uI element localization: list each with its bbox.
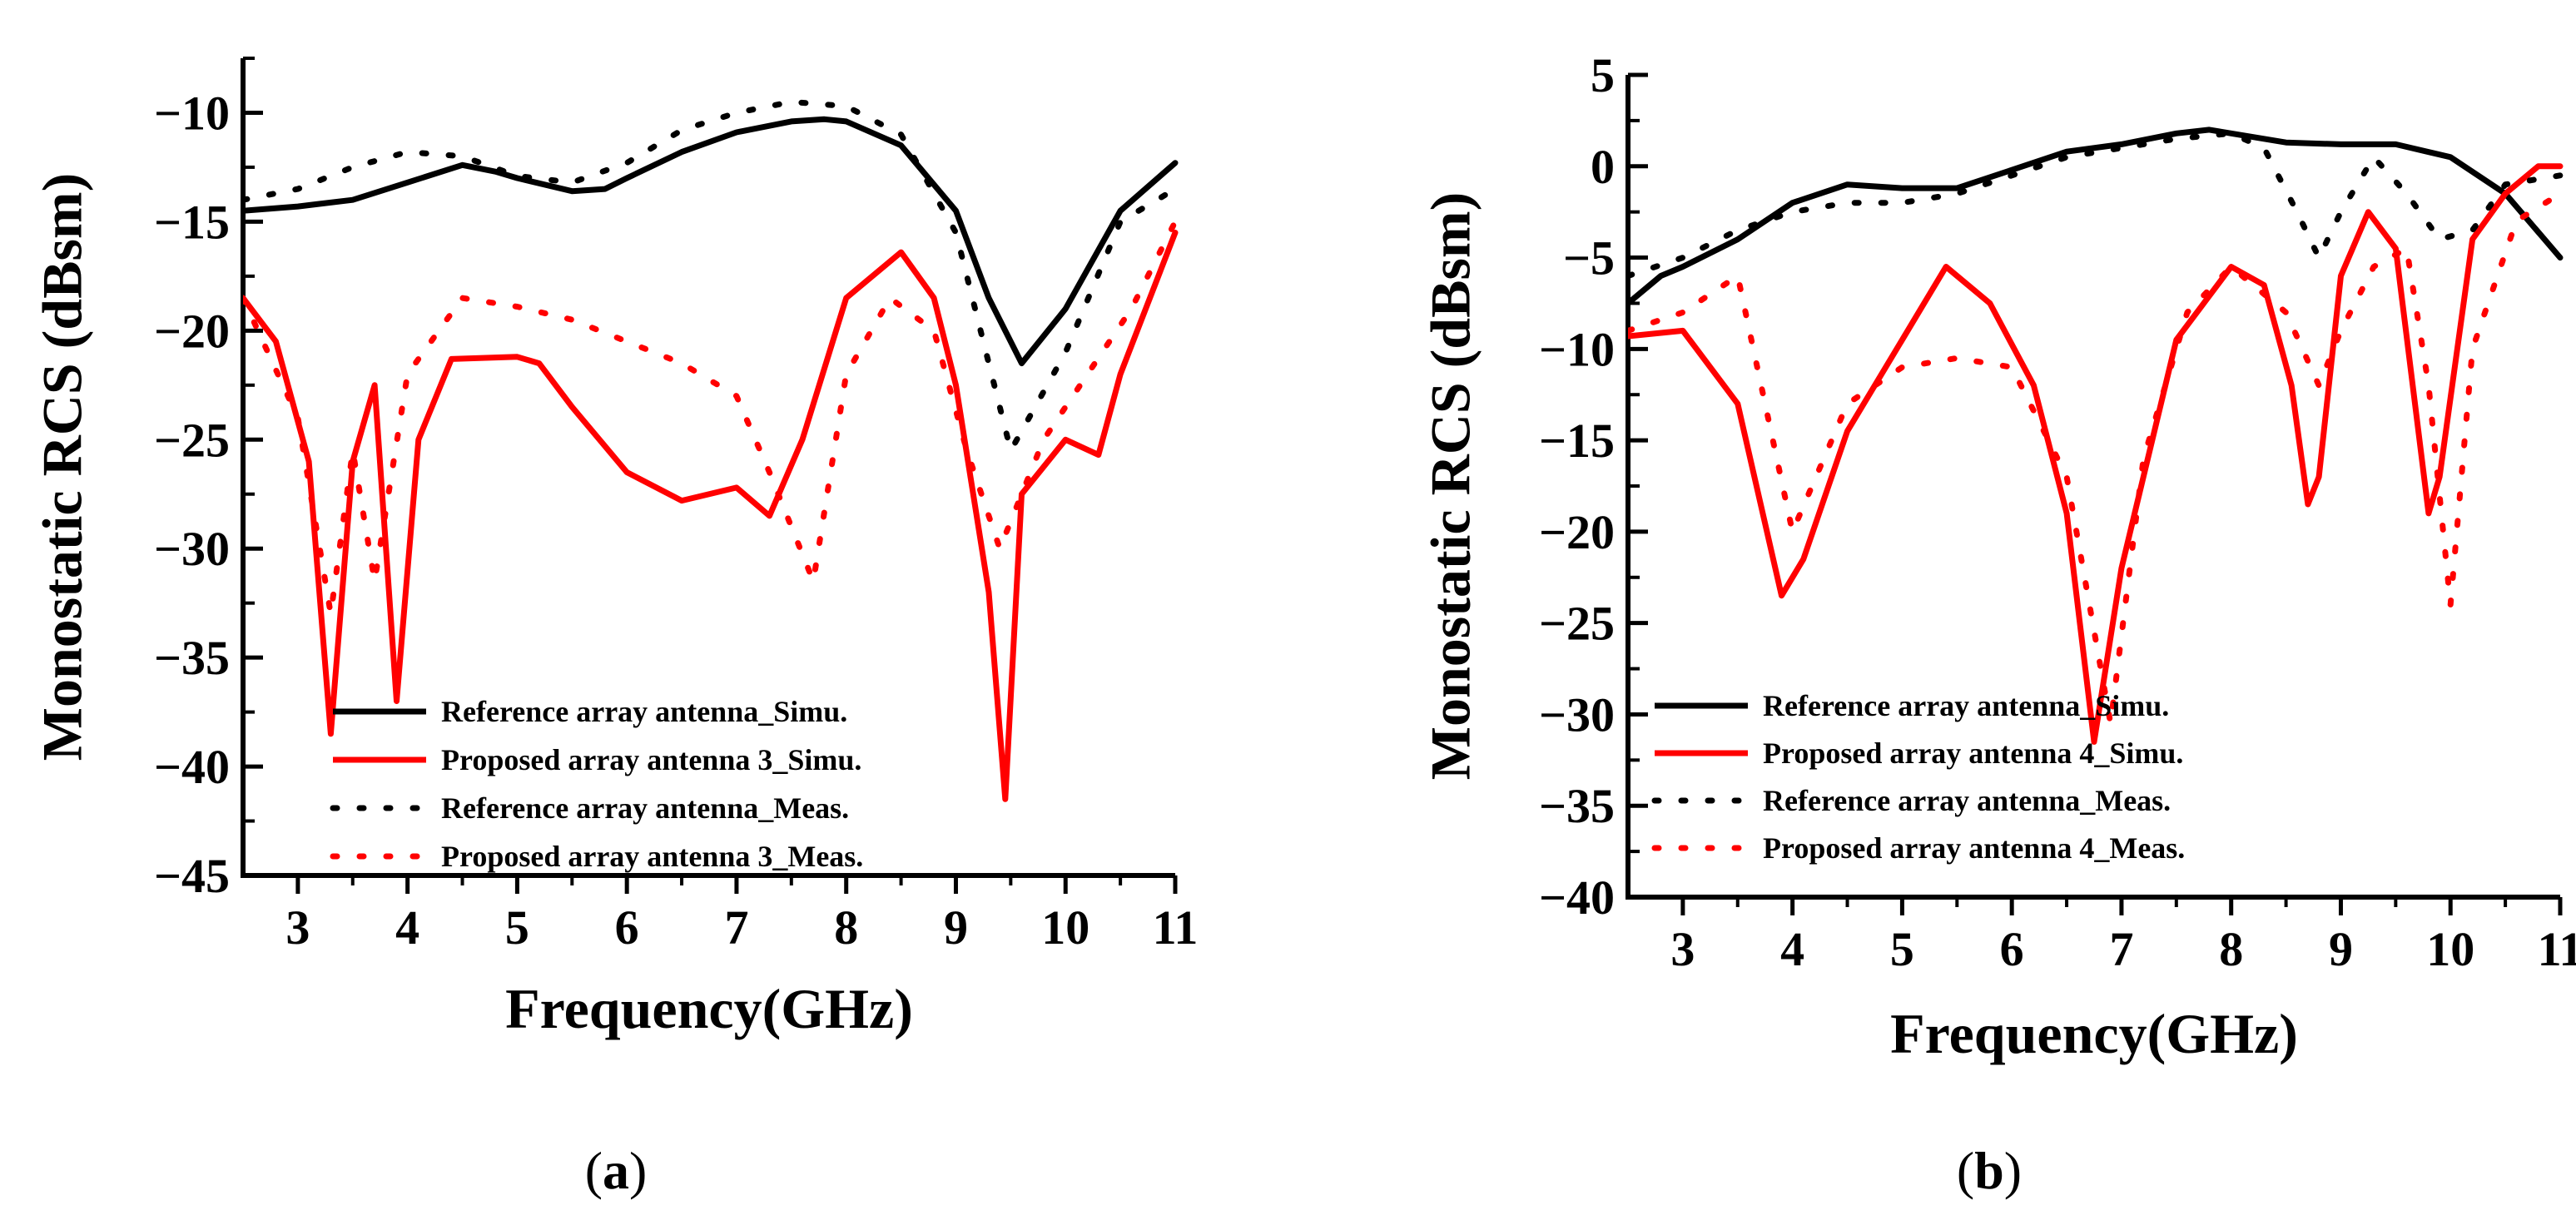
y-axis-title: Monostatic RCS (dBsm)	[31, 173, 94, 761]
x-tick-label: 10	[2426, 922, 2474, 976]
x-tick-label: 11	[2538, 922, 2576, 976]
y-axis-title: Monostatic RCS (dBsm)	[1419, 192, 1482, 780]
y-tick-label: −40	[154, 740, 230, 794]
x-tick-label: 8	[834, 900, 858, 955]
x-tick-label: 3	[1670, 922, 1695, 976]
series-line-1	[1628, 126, 2564, 306]
x-tick-label: 3	[285, 900, 310, 955]
x-tick-label: 4	[1780, 922, 1804, 976]
chart-panel-a: 3 4 5 6 7 8 9 10 11 −45 −40 −35 −30 −25 −20 −15 −10 Frequ…	[31, 57, 1199, 1200]
x-tick-label: 10	[1041, 900, 1089, 955]
y-tick-label: −45	[154, 849, 230, 903]
legend-label-3: Reference array antenna_Meas.	[441, 791, 849, 825]
series-line-4	[1628, 191, 2564, 727]
y-tick-label: −25	[154, 413, 230, 467]
series-line-3	[243, 98, 1179, 454]
x-tick-label: 4	[395, 900, 419, 955]
y-tick-label: −5	[1563, 231, 1615, 285]
x-tick-label: 9	[2329, 922, 2353, 976]
x-tick-label: 11	[1153, 900, 1199, 955]
y-tick-label: −20	[1539, 505, 1615, 559]
x-tick-label: 8	[2219, 922, 2243, 976]
y-tick-label: −35	[1539, 779, 1615, 833]
panel-label: (b)	[1957, 1141, 2022, 1200]
series-line-1	[243, 116, 1179, 367]
x-axis-title: Frequency(GHz)	[1890, 1002, 2298, 1065]
x-tick-label: 5	[1890, 922, 1914, 976]
panel-label-letter: b	[1974, 1141, 2004, 1200]
legend-label-2: Proposed array antenna 4_Simu.	[1763, 736, 2183, 770]
series-line-4	[243, 218, 1179, 617]
x-tick-label: 7	[2109, 922, 2133, 976]
x-tick-label: 6	[2000, 922, 2024, 976]
series-line-2	[1628, 163, 2564, 745]
y-tick-label: −40	[1539, 870, 1615, 925]
legend: Reference array antenna_Simu. Proposed ar…	[1651, 689, 2185, 865]
x-tick-label: 9	[944, 900, 968, 955]
y-tick-label: −30	[1539, 687, 1615, 741]
panel-label-letter: a	[603, 1141, 629, 1200]
x-tick-label: 6	[615, 900, 639, 955]
y-tick-label: −20	[154, 304, 230, 358]
y-tick-label: −25	[1539, 597, 1615, 651]
y-tick-label: −15	[154, 195, 230, 249]
series-line-3	[1628, 130, 2564, 279]
legend-label-4: Proposed array antenna 4_Meas.	[1763, 831, 2185, 865]
legend: Reference array antenna_Simu. Proposed ar…	[330, 695, 863, 873]
legend-label-1: Reference array antenna_Simu.	[1763, 689, 2169, 722]
y-tick-label: −15	[1539, 414, 1615, 468]
y-tick-label: 0	[1591, 140, 1615, 194]
x-axis-title: Frequency(GHz)	[505, 977, 913, 1040]
legend-label-1: Reference array antenna_Simu.	[441, 695, 847, 728]
chart-panel-b: 3 4 5 6 7 8 9 10 11 −40 −35 −30 −25 −20 −15 −10 −5 0 5 Freq…	[1419, 48, 2576, 1200]
y-tick-label: −35	[154, 631, 230, 685]
x-tick-label: 5	[505, 900, 529, 955]
y-tick-label: −10	[154, 86, 230, 140]
panel-label: (a)	[585, 1141, 648, 1200]
y-tick-label: −10	[1539, 322, 1615, 376]
legend-label-2: Proposed array antenna 3_Simu.	[441, 743, 861, 776]
x-tick-label: 7	[724, 900, 748, 955]
series-line-2	[243, 230, 1179, 802]
y-tick-label: 5	[1591, 48, 1615, 102]
y-tick-label: −30	[154, 522, 230, 576]
legend-label-4: Proposed array antenna 3_Meas.	[441, 840, 863, 873]
legend-label-3: Reference array antenna_Meas.	[1763, 784, 2171, 817]
